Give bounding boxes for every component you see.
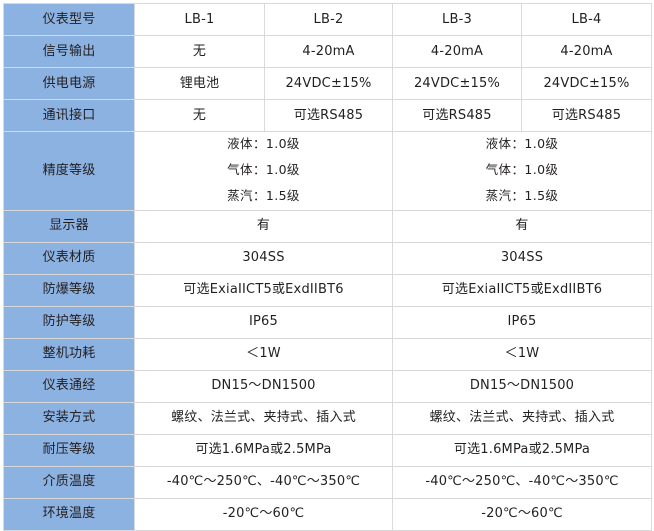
value-cell-merged: -40℃～250℃、-40℃～350℃ xyxy=(134,465,393,499)
value-cell-merged: IP65 xyxy=(392,305,652,339)
accuracy-cell: 液体：1.0级 气体：1.0级 蒸汽：1.5级 xyxy=(134,131,393,211)
table-row: 供电电源 锂电池 24VDC±15% 24VDC±15% 24VDC±15% xyxy=(3,67,652,100)
row-label: 防爆等级 xyxy=(3,273,135,307)
value-cell: 锂电池 xyxy=(134,67,265,100)
value-cell-merged: 可选ExiaIICT5或ExdIIBT6 xyxy=(392,273,652,307)
accuracy-line: 液体：1.0级 xyxy=(485,136,559,151)
table-row: 通讯接口无可选RS485 可选RS485 可选RS485 xyxy=(3,99,652,132)
accuracy-line: 蒸汽：1.5级 xyxy=(227,187,300,203)
row-label: 供电电源 xyxy=(3,67,135,100)
accuracy-line: 液体：1.0级 xyxy=(227,136,300,151)
table-row: 安装方式 螺纹、法兰式、夹持式、插入式 螺纹、法兰式、夹持式、插入式 xyxy=(3,401,652,435)
row-label: 仪表型号 xyxy=(3,3,135,36)
value-cell-merged: 有 xyxy=(134,209,393,243)
value-cell: 24VDC±15% xyxy=(521,67,652,100)
row-label: 整机功耗 xyxy=(3,337,135,371)
table-body: 仪表型号 LB-1 LB-2 LB-3 LB-4 信号输出无 4-20mA 4-20mA 4-2… xyxy=(3,3,652,531)
table-row: 介质温度 -40℃～250℃、-40℃～350℃ -40℃～250℃、-40℃～35… xyxy=(3,465,652,499)
accuracy-line: 气体：1.0级 xyxy=(485,161,559,177)
table-row: 仪表型号 LB-1 LB-2 LB-3 LB-4 xyxy=(3,3,652,36)
value-cell: 可选RS485 xyxy=(521,99,652,132)
table-row: 信号输出无 4-20mA 4-20mA 4-20mA xyxy=(3,35,652,68)
value-cell: 可选RS485 xyxy=(392,99,522,132)
table-row: 耐压等级 可选1.6MPa或2.5MPa 可选1.6MPa或2.5MPa xyxy=(3,433,652,467)
value-cell: LB-2 xyxy=(264,3,393,36)
value-cell-merged: -20℃～60℃ xyxy=(392,497,652,531)
value-cell-merged: IP65 xyxy=(134,305,393,339)
table-row: 精度等级 液体：1.0级 气体：1.0级 蒸汽：1.5级 液体：1.0级 气体：1.0级蒸… xyxy=(3,131,652,211)
value-cell: 无 xyxy=(134,35,265,68)
accuracy-line: 蒸汽：1.5级 xyxy=(485,187,559,203)
row-label: 耐压等级 xyxy=(3,433,135,467)
row-label: 显示器 xyxy=(3,209,135,243)
value-cell-merged: DN15～DN1500 xyxy=(392,369,652,403)
value-cell: 24VDC±15% xyxy=(392,67,522,100)
table-row: 防护等级 IP65 IP65 xyxy=(3,305,652,339)
value-cell-merged: -40℃～250℃、-40℃～350℃ xyxy=(392,465,652,499)
value-cell-merged: 螺纹、法兰式、夹持式、插入式 xyxy=(392,401,652,435)
row-label: 通讯接口 xyxy=(3,99,135,132)
value-cell-merged: 304SS xyxy=(392,241,652,275)
value-cell-merged: 可选1.6MPa或2.5MPa xyxy=(134,433,393,467)
table-row: 整机功耗 ＜1W ＜1W xyxy=(3,337,652,371)
value-cell: LB-4 xyxy=(521,3,652,36)
row-label: 仪表通经 xyxy=(3,369,135,403)
value-cell: LB-3 xyxy=(392,3,522,36)
row-label: 精度等级 xyxy=(3,131,135,211)
value-cell: 24VDC±15% xyxy=(264,67,393,100)
value-cell: 可选RS485 xyxy=(264,99,393,132)
specification-table: 仪表型号 LB-1 LB-2 LB-3 LB-4 信号输出无 4-20mA 4-20mA 4-2… xyxy=(3,3,652,531)
value-cell-merged: 有 xyxy=(392,209,652,243)
table-row: 防爆等级 可选ExiaIICT5或ExdIIBT6 可选ExiaIICT5或ExdI… xyxy=(3,273,652,307)
row-label: 安装方式 xyxy=(3,401,135,435)
table-row: 仪表通经 DN15～DN1500 DN15～DN1500 xyxy=(3,369,652,403)
value-cell-merged: 304SS xyxy=(134,241,393,275)
table-row: 显示器有有 xyxy=(3,209,652,243)
row-label: 信号输出 xyxy=(3,35,135,68)
accuracy-cell: 液体：1.0级 气体：1.0级 蒸汽：1.5级 xyxy=(392,131,652,211)
value-cell-merged: ＜1W xyxy=(134,337,393,371)
value-cell: 4-20mA xyxy=(392,35,522,68)
value-cell-merged: 可选1.6MPa或2.5MPa xyxy=(392,433,652,467)
value-cell: 无 xyxy=(134,99,265,132)
value-cell: 4-20mA xyxy=(521,35,652,68)
value-cell: LB-1 xyxy=(134,3,265,36)
table-row: 环境温度 -20℃～60℃ -20℃～60℃ xyxy=(3,497,652,531)
accuracy-line: 气体：1.0级 xyxy=(227,161,300,177)
value-cell-merged: 螺纹、法兰式、夹持式、插入式 xyxy=(134,401,393,435)
value-cell-merged: ＜1W xyxy=(392,337,652,371)
value-cell-merged: 可选ExiaIICT5或ExdIIBT6 xyxy=(134,273,393,307)
specification-table-container: 仪表型号 LB-1 LB-2 LB-3 LB-4 信号输出无 4-20mA 4-20mA 4-2… xyxy=(3,3,652,531)
row-label: 防护等级 xyxy=(3,305,135,339)
table-row: 仪表材质 304SS 304SS xyxy=(3,241,652,275)
row-label: 介质温度 xyxy=(3,465,135,499)
value-cell-merged: -20℃～60℃ xyxy=(134,497,393,531)
value-cell-merged: DN15～DN1500 xyxy=(134,369,393,403)
row-label: 环境温度 xyxy=(3,497,135,531)
value-cell: 4-20mA xyxy=(264,35,393,68)
row-label: 仪表材质 xyxy=(3,241,135,275)
